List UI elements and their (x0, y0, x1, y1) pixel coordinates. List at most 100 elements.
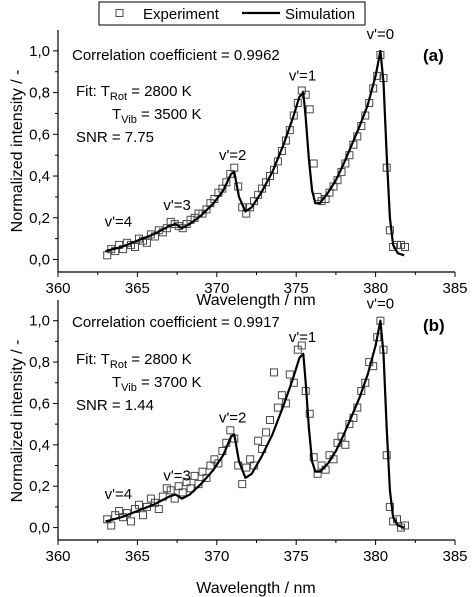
panel-b-x-tick-label: 375 (284, 548, 309, 565)
panel-a-y-tick-label: 0,2 (29, 210, 50, 227)
panel-a-experiment-point (142, 238, 151, 247)
panel-a-x-ticks: 360 365 370 375 380 385 (45, 272, 468, 297)
panel-b-experiment-point (127, 517, 135, 526)
legend-simulation-label: Simulation (285, 6, 355, 23)
panel-b-peak-label: v'=1 (289, 329, 316, 346)
panel-b-experiment-point (154, 505, 163, 513)
panel-b-x-axis-label: Wavelength / nm (196, 580, 315, 597)
panel-b-experiment-point (242, 463, 251, 472)
panel-a-x-tick-label: 365 (125, 280, 150, 297)
panel-b-experiment-series (103, 316, 409, 532)
panel-b-experiment-point (107, 521, 116, 530)
panel-a-experiment-point (131, 243, 139, 251)
panel-b-tvib-value: = 3700 K (137, 374, 202, 391)
panel-b-experiment-point (190, 471, 199, 480)
panel-b-trot-symbol: T (101, 351, 110, 368)
panel-a-trot-subscript: Rot (110, 91, 127, 103)
panel-b-peak-label: v'=0 (367, 296, 394, 313)
panel-b-experiment-point (135, 500, 143, 509)
panel-a-peak-labels: v'=0 v'=1 v'=2 v'=3 v'=4 (105, 26, 394, 231)
panel-b-experiment-point (385, 502, 394, 511)
panel-b-experiment-point (262, 428, 270, 437)
panel-b-y-tick-label: 0,0 (29, 520, 50, 537)
panel-b-experiment-point (285, 370, 294, 379)
panel-a-y-tick-label: 0,8 (29, 85, 50, 102)
panel-b-experiment-point (178, 488, 187, 497)
panel-a-experiment-point (305, 105, 314, 114)
panel-b-experiment-point (186, 484, 195, 493)
panel-b-y-tick-label: 0,8 (29, 354, 50, 371)
panel-b-experiment-point (277, 391, 286, 400)
panel-b-experiment-point (305, 409, 314, 418)
panel-b-label: (b) (423, 316, 445, 335)
panel-b-snr: SNR = 1.44 (76, 397, 154, 414)
panel-b-x-tick-label: 360 (45, 548, 70, 565)
panel-b-fit-tvib: TVib = 3700 K (112, 374, 202, 394)
panel-a-axes: 360 365 370 375 380 385 0,0 0,2 0,4 0,6 0,8 1,0 (29, 30, 468, 297)
panel-a-x-tick-label: 380 (363, 280, 388, 297)
panel-b-peak-labels: v'=0 v'=1 v'=2 v'=3 v'=4 (105, 296, 394, 503)
panel-b-fit-prefix: Fit: (76, 351, 101, 368)
panel-b-peak-label: v'=4 (105, 486, 132, 503)
panel-b-correlation: Correlation coefficient = 0.9917 (72, 314, 280, 331)
panel-a-fit-tvib: TVib = 3500 K (112, 106, 202, 126)
panel-b-peak-label: v'=2 (219, 409, 246, 426)
panel-b-simulation-line (105, 319, 405, 529)
panel-b-experiment-point (226, 426, 235, 435)
panel-b-fit-trot: Fit: TRot = 2800 K (76, 351, 192, 371)
panel-b-y-tick-label: 1,0 (29, 313, 50, 330)
panel-b-experiment-point (238, 480, 247, 489)
panel-b-experiment-point (254, 436, 263, 445)
legend-experiment-label: Experiment (143, 6, 220, 23)
panel-a-tvib-value: = 3500 K (137, 106, 202, 123)
panel-a-peak-label: v'=4 (105, 214, 132, 231)
panel-a-fit-trot: Fit: TRot = 2800 K (76, 83, 192, 103)
panel-b-x-tick-label: 385 (442, 548, 467, 565)
panel-b-tvib-symbol: T (112, 374, 121, 391)
panel-a-peak-label: v'=3 (163, 197, 190, 214)
panel-a-experiment-point (401, 243, 409, 251)
panel-b-x-tick-label: 380 (363, 548, 388, 565)
panel-b-experiment-point (270, 368, 278, 377)
panel-b-experiment-point (297, 341, 306, 350)
legend: Experiment Simulation (98, 1, 366, 26)
panel-a-x-axis-label: Wavelength / nm (196, 292, 315, 309)
panel-b-y-ticks: 0,0 0,2 0,4 0,6 0,8 1,0 (29, 313, 58, 537)
panel-b-y-tick-label: 0,4 (29, 437, 50, 454)
panel-b-experiment-point (202, 473, 211, 482)
panel-a-x-tick-label: 385 (442, 280, 467, 297)
legend-experiment-marker (115, 9, 124, 17)
panel-a-y-tick-label: 1,0 (29, 43, 50, 60)
panel-b-peak-label: v'=3 (163, 467, 190, 484)
panel-b-experiment-point (309, 453, 318, 462)
panel-b-y-axis-label: Normalized intensity / - (9, 340, 26, 503)
panel-a-peak-label: v'=0 (367, 26, 394, 43)
panel-a-y-tick-label: 0,4 (29, 168, 50, 185)
panel-b-x-tick-label: 365 (125, 548, 150, 565)
panel-b-x-tick-label: 370 (204, 548, 229, 565)
panel-b-experiment-point (341, 440, 350, 449)
panel-b-x-ticks: 360 365 370 375 380 385 (45, 540, 468, 565)
panel-a-snr: SNR = 7.75 (76, 129, 154, 146)
legend-box (98, 1, 366, 26)
panel-b-axes: 360 365 370 375 380 385 0,0 0,2 0,4 0,6 0,8 1,0 (29, 300, 468, 565)
panel-a-y-tick-label: 0,6 (29, 126, 50, 143)
panel-a-label: (a) (423, 46, 444, 65)
panel-b-experiment-point (266, 416, 274, 424)
panel-a-x-tick-label: 375 (284, 280, 309, 297)
panel-a-x-tick-label: 370 (204, 280, 229, 297)
panel-a-x-tick-label: 360 (45, 280, 70, 297)
panel-b-trot-subscript: Rot (110, 359, 127, 371)
panel-a-trot-value: = 2800 K (127, 83, 192, 100)
panel-a-correlation: Correlation coefficient = 0.9962 (72, 47, 280, 64)
panel-a-y-ticks: 0,0 0,2 0,4 0,6 0,8 1,0 (29, 43, 58, 268)
panel-a-y-axis-label: Normalized intensity / - (9, 70, 26, 233)
panel-b: 360 365 370 375 380 385 0,0 0,2 0,4 0,6 0,8 1,0 Wa… (9, 296, 468, 597)
panel-b-y-tick-label: 0,6 (29, 395, 50, 412)
panel-a-tvib-subscript: Vib (121, 114, 137, 126)
panel-b-experiment-point (401, 521, 409, 530)
panel-a-peak-label: v'=2 (219, 147, 246, 164)
panel-a-y-tick-label: 0,0 (29, 251, 50, 268)
panel-a-fit-prefix: Fit: (76, 83, 101, 100)
